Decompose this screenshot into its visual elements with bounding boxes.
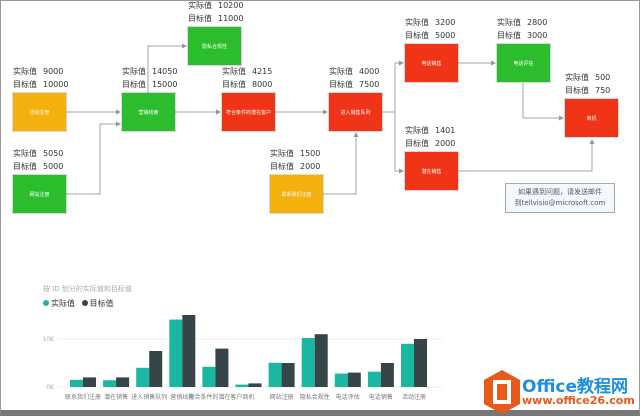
y-tick-label: 10K bbox=[42, 336, 55, 343]
node-values: 实际值 14050 目标值 15000 bbox=[122, 67, 178, 89]
actual-value: 3200 bbox=[435, 18, 456, 27]
actual-value: 2800 bbox=[527, 18, 548, 27]
actual-value: 9000 bbox=[43, 67, 64, 76]
bar-target bbox=[83, 377, 96, 387]
bar-target bbox=[380, 363, 394, 387]
node-values: 实际值 4000 目标值 7500 bbox=[329, 67, 380, 89]
process-node[interactable]: 隐私合规性 bbox=[188, 27, 241, 65]
legend-target: 目标值 bbox=[89, 299, 114, 308]
target-value: 10000 bbox=[43, 80, 69, 89]
bar-actual bbox=[367, 371, 381, 387]
x-tick-label: 网站注册 bbox=[270, 393, 294, 401]
target-value: 8000 bbox=[252, 80, 273, 89]
x-tick-label: 营销线索 bbox=[170, 393, 194, 401]
node-values: 实际值 2800 目标值 3000 bbox=[497, 18, 548, 40]
target-value: 2000 bbox=[300, 162, 321, 171]
target-value: 2000 bbox=[435, 139, 456, 148]
target-value: 3000 bbox=[527, 31, 548, 40]
process-node[interactable]: 营销线索 bbox=[122, 93, 175, 131]
process-node[interactable]: 联系我们注册 bbox=[270, 175, 323, 213]
note-line: 如果遇到问题，请发送邮件 bbox=[518, 188, 602, 196]
bar-target bbox=[116, 377, 130, 387]
process-node[interactable]: 电话销售 bbox=[405, 44, 458, 82]
legend-target-dot bbox=[81, 300, 88, 306]
bar-target bbox=[314, 334, 328, 387]
x-tick-label: 隐私合规性 bbox=[300, 393, 330, 401]
actual-value: 5050 bbox=[43, 149, 64, 158]
node-values: 实际值 500 目标值 750 bbox=[565, 73, 611, 95]
help-note: 如果遇到问题，请发送邮件 到tellvisio@microsoft.com bbox=[505, 183, 615, 213]
bar-actual bbox=[334, 373, 348, 387]
target-value: 7500 bbox=[359, 80, 380, 89]
actual-value: 14050 bbox=[152, 67, 178, 76]
x-tick-label: 联系我们注册 bbox=[65, 393, 101, 401]
watermark-brand: Office教程网 bbox=[522, 377, 629, 397]
node-values: 实际值 5050 目标值 5000 bbox=[13, 149, 64, 171]
bar-actual bbox=[235, 384, 249, 387]
x-tick-label: 电话销售 bbox=[369, 393, 393, 401]
bar-actual bbox=[268, 362, 282, 387]
bar-actual bbox=[202, 366, 216, 387]
bar-actual bbox=[169, 319, 183, 387]
office-logo-icon bbox=[484, 370, 520, 414]
process-node[interactable]: 电话评估 bbox=[497, 44, 550, 82]
bar-actual bbox=[70, 379, 83, 387]
bar-actual bbox=[103, 380, 117, 387]
actual-value: 500 bbox=[595, 73, 611, 82]
process-node[interactable]: 潜在销售 bbox=[405, 152, 458, 190]
process-node[interactable]: 活动注册 bbox=[13, 93, 66, 131]
x-tick-label: 符合条件的潜在客户 bbox=[188, 393, 242, 401]
legend-actual-dot bbox=[43, 300, 49, 306]
target-value: 5000 bbox=[43, 162, 64, 171]
process-node[interactable]: 进入销售队列 bbox=[329, 93, 382, 131]
actual-value: 4000 bbox=[359, 67, 380, 76]
node-values: 实际值 4215 目标值 8000 bbox=[222, 67, 273, 89]
x-tick-label: 潜在销售 bbox=[104, 393, 128, 401]
bar-target bbox=[182, 315, 196, 387]
node-values: 实际值 1500 目标值 2000 bbox=[270, 149, 321, 171]
bar-actual bbox=[401, 343, 414, 387]
node-values: 实际值 1401 目标值 2000 bbox=[405, 126, 456, 148]
node-values: 实际值 9000 目标值 10000 bbox=[13, 67, 69, 89]
process-node[interactable]: 符合条件的潜在客户 bbox=[222, 93, 275, 131]
node-values: 实际值 3200 目标值 5000 bbox=[405, 18, 456, 40]
bar-target bbox=[414, 339, 427, 387]
x-tick-label: 电话评估 bbox=[336, 393, 360, 401]
process-node[interactable]: 商机 bbox=[565, 99, 618, 137]
target-value: 15000 bbox=[152, 80, 178, 89]
watermark-url: www.office26.com bbox=[522, 394, 635, 407]
note-email: 到tellvisio@microsoft.com bbox=[514, 199, 606, 207]
bar-actual bbox=[301, 338, 315, 387]
bar-target bbox=[248, 383, 262, 387]
bar-target bbox=[347, 372, 361, 387]
target-value: 750 bbox=[595, 86, 611, 95]
actual-value: 4215 bbox=[252, 67, 273, 76]
y-tick-label: 0K bbox=[46, 384, 55, 391]
legend-actual: 实际值 bbox=[51, 299, 75, 308]
target-value: 11000 bbox=[218, 14, 244, 23]
chart-legend: 实际值 目标值 bbox=[43, 298, 114, 309]
bar-target bbox=[149, 351, 163, 387]
bar-target bbox=[215, 348, 229, 387]
x-tick-label: 活动注册 bbox=[402, 393, 426, 401]
target-value: 5000 bbox=[435, 31, 456, 40]
bar-target bbox=[281, 363, 295, 387]
bar-actual bbox=[136, 367, 150, 387]
node-values: 实际值 10200 目标值 11000 bbox=[188, 1, 244, 23]
chart-title: 按 ID 划分的实际值和目标值 bbox=[43, 285, 132, 293]
actual-value: 10200 bbox=[218, 1, 244, 10]
x-tick-label: 进入销售队列 bbox=[131, 393, 167, 401]
watermark-logo: Office教程网 www.office26.com bbox=[482, 368, 640, 416]
process-node[interactable]: 网站注册 bbox=[13, 175, 66, 213]
x-tick-label: 商机 bbox=[242, 393, 254, 401]
actual-value: 1500 bbox=[300, 149, 321, 158]
actual-value: 1401 bbox=[435, 126, 456, 135]
